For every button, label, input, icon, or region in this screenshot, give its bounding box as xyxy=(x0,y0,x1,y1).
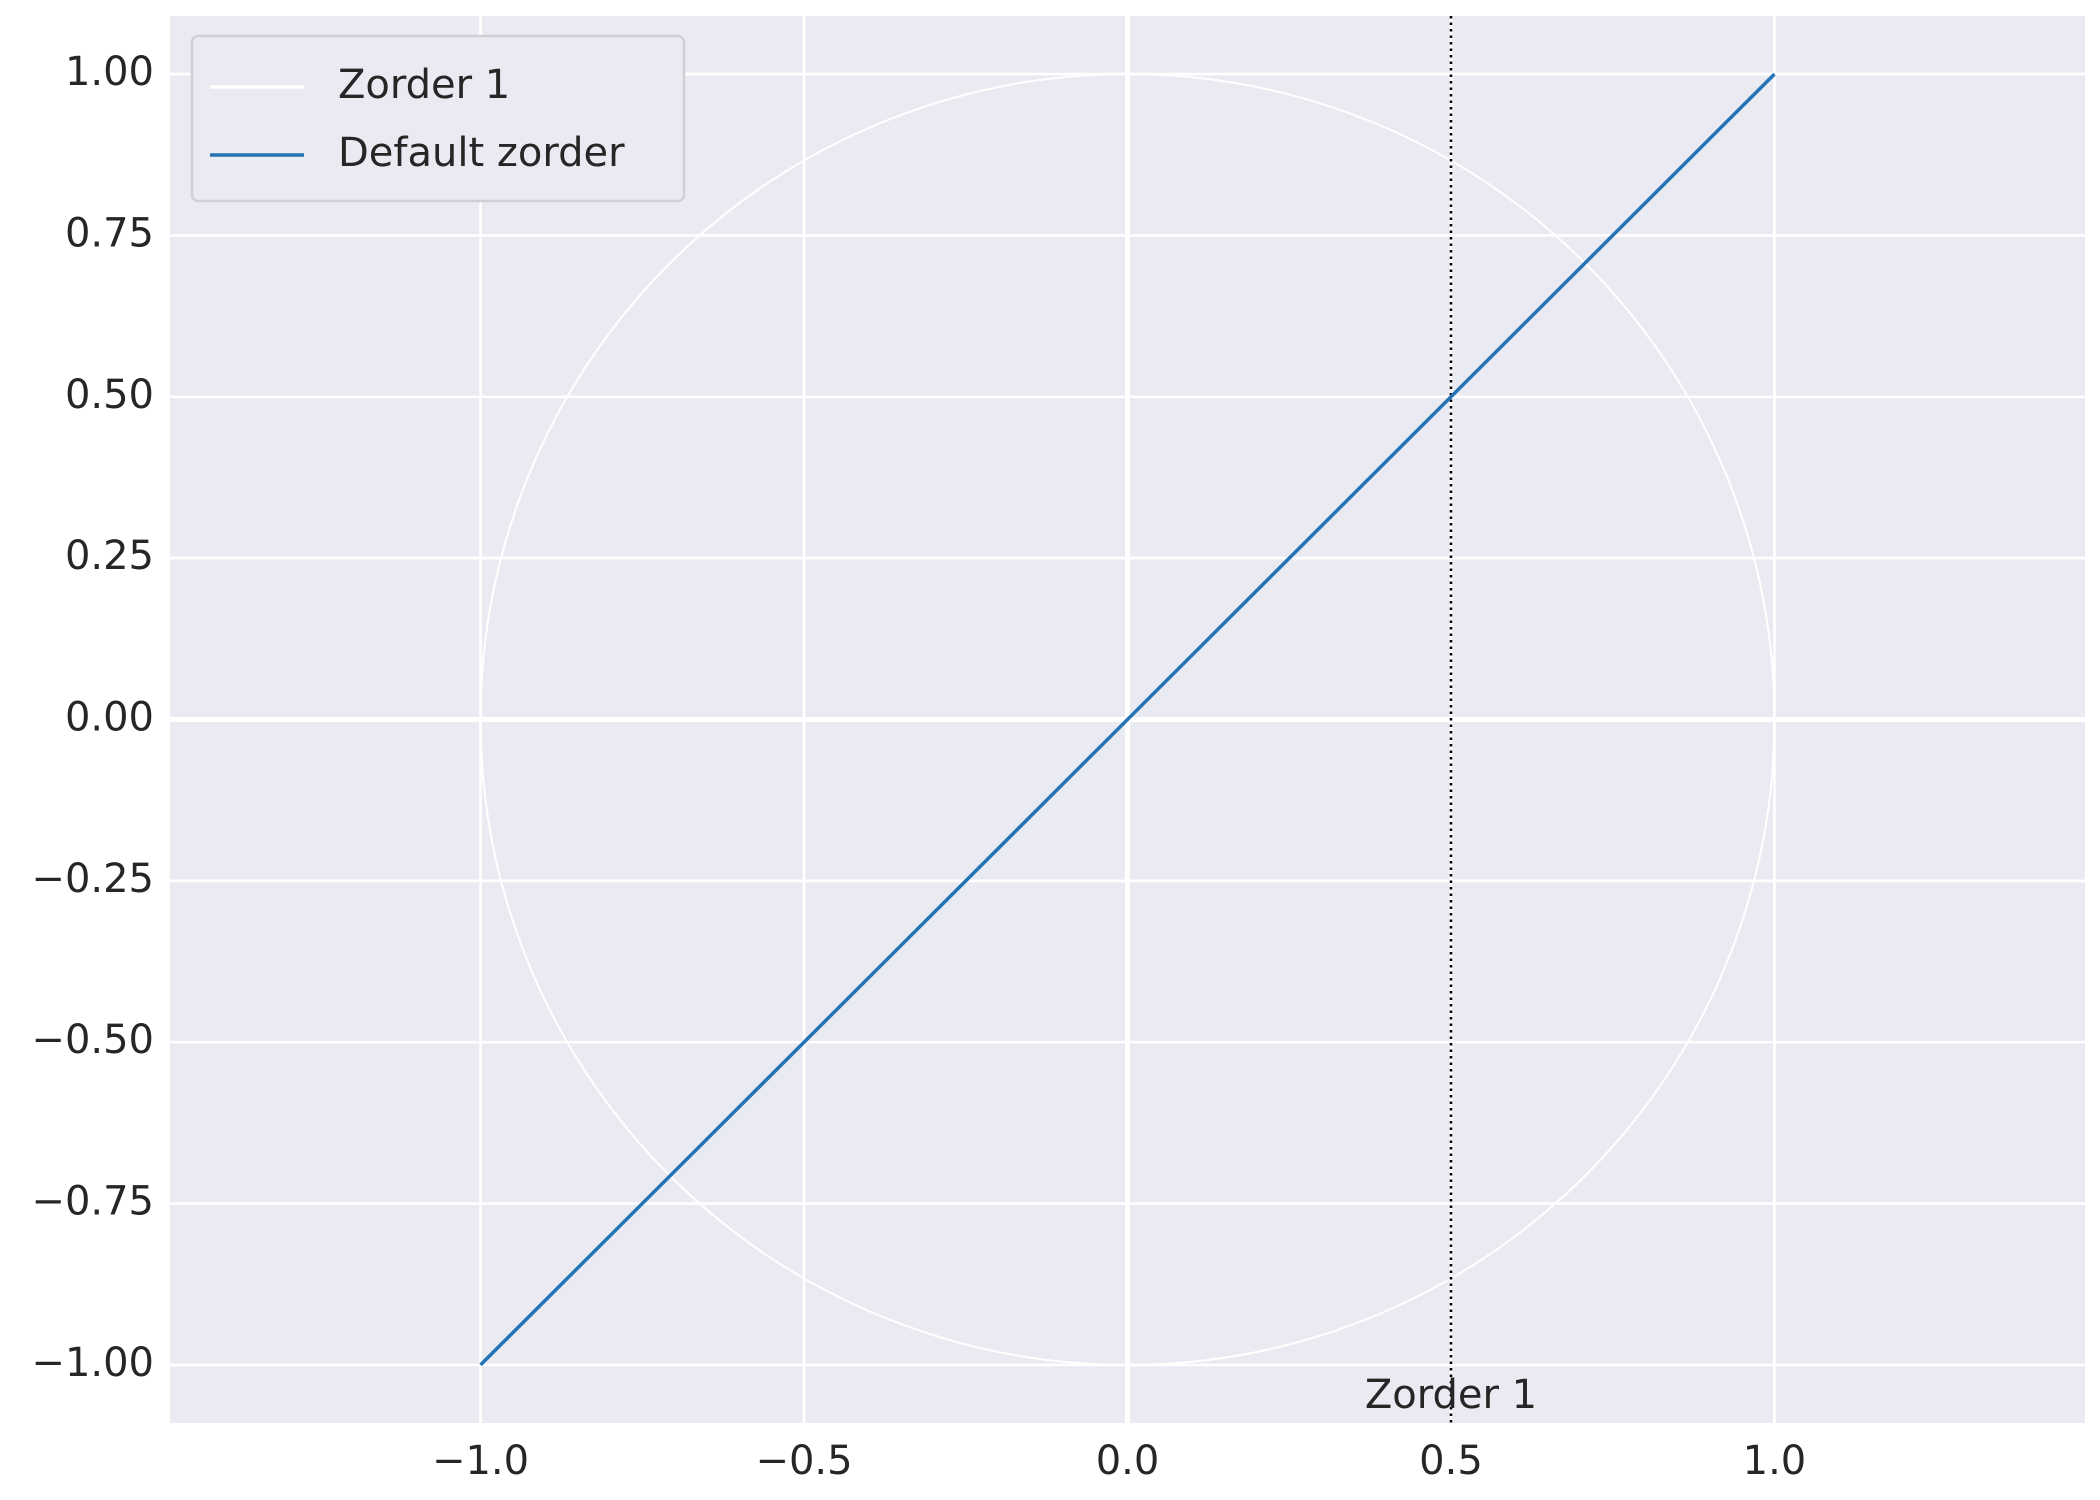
annotation: Zorder 1 xyxy=(1365,1372,1537,1418)
x-tick-label: −0.5 xyxy=(755,1438,852,1484)
y-tick-label: 1.00 xyxy=(65,49,154,95)
line xyxy=(479,72,1776,1367)
x-tick-label: 0.5 xyxy=(1419,1438,1483,1484)
y-tick-label: −0.75 xyxy=(31,1179,154,1225)
y-tick-label: 0.75 xyxy=(65,210,154,256)
circle xyxy=(479,73,1776,1366)
x-tick-label: −1.0 xyxy=(432,1438,529,1484)
y-tick-label: 0.50 xyxy=(65,372,154,418)
y-tick-label: −0.25 xyxy=(31,856,154,902)
legend xyxy=(190,34,686,203)
y-tick-label: −1.00 xyxy=(31,1340,154,1386)
x-tick-label: 1.0 xyxy=(1743,1438,1807,1484)
y-tick-label: 0.25 xyxy=(65,533,154,579)
legend-label: Zorder 1 xyxy=(338,62,510,108)
y-tick-label: −0.50 xyxy=(31,1017,154,1063)
x-tick-label: 0.0 xyxy=(1096,1438,1160,1484)
legend-label: Default zorder xyxy=(338,130,625,176)
y-tick-label: 0.00 xyxy=(65,695,154,741)
